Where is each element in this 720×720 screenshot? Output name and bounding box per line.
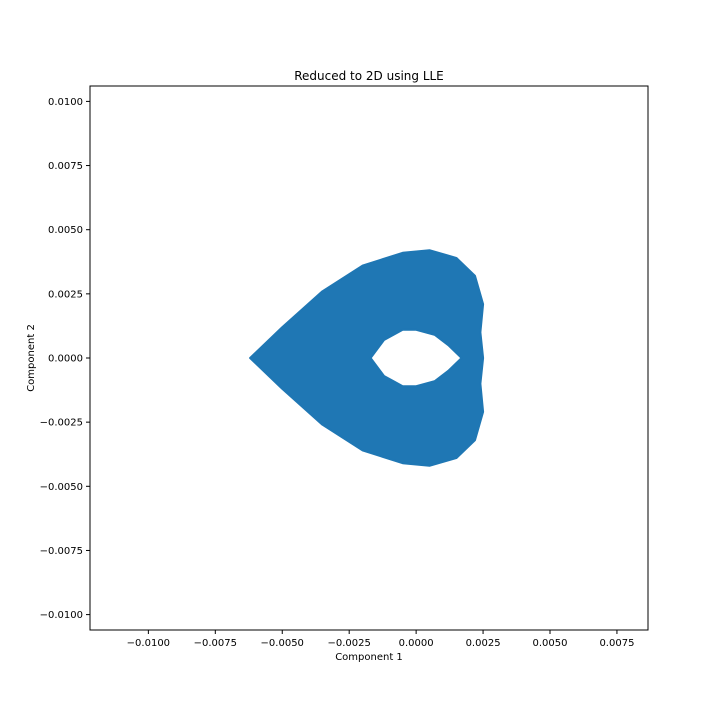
x-axis: −0.0100 −0.0075 −0.0050 −0.0025 0.0000 0.0025… [127, 630, 634, 649]
y-axis-title: Component 2 [26, 324, 37, 392]
y-tick-label: 0.0025 [48, 289, 83, 300]
x-tick-label: −0.0100 [127, 638, 170, 649]
y-tick-label: −0.0075 [40, 546, 83, 557]
y-tick-label: 0.0000 [48, 354, 83, 365]
y-tick-label: −0.0100 [40, 610, 83, 621]
chart-title: Reduced to 2D using LLE [294, 69, 444, 83]
x-tick-label: −0.0050 [261, 638, 304, 649]
y-axis: 0.0100 0.0075 0.0050 0.0025 0.0000 −0.0025 −0.… [40, 97, 90, 621]
x-tick-label: 0.0025 [466, 638, 501, 649]
plot-area [249, 249, 485, 467]
x-tick-label: −0.0025 [327, 638, 370, 649]
y-tick-label: 0.0050 [48, 225, 83, 236]
y-tick-label: 0.0075 [48, 161, 83, 172]
x-tick-label: 0.0075 [599, 638, 634, 649]
scatter-point-cloud [249, 249, 485, 467]
y-tick-label: 0.0100 [48, 97, 83, 108]
y-tick-label: −0.0025 [40, 418, 83, 429]
x-tick-label: 0.0000 [399, 638, 434, 649]
x-tick-label: −0.0075 [194, 638, 237, 649]
y-tick-label: −0.0050 [40, 482, 83, 493]
x-axis-title: Component 1 [335, 652, 403, 663]
x-tick-label: 0.0050 [533, 638, 568, 649]
